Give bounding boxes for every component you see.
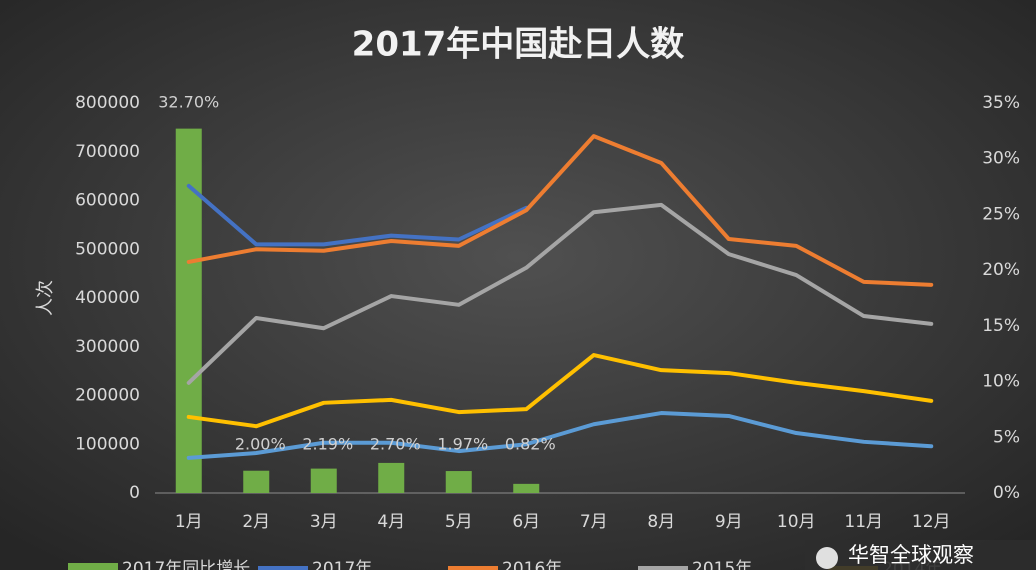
bar	[243, 470, 270, 493]
y-axis-label: 人次	[35, 280, 56, 316]
chart-title: 2017年中国赴日人数	[352, 25, 685, 65]
y2-tick-label: 35%	[982, 93, 1020, 113]
data-label: 1.97%	[437, 435, 488, 454]
bar	[175, 128, 202, 493]
y2-tick-label: 10%	[982, 372, 1020, 392]
legend-label: 2016年	[502, 559, 562, 570]
y-tick-label: 100000	[75, 434, 140, 454]
line-series	[186, 202, 934, 385]
data-label: 0.82%	[505, 435, 556, 454]
legend-swatch	[258, 566, 308, 570]
y-tick-label: 600000	[75, 191, 140, 211]
bar	[378, 462, 405, 493]
y-tick-label: 300000	[75, 337, 140, 357]
x-tick-label: 2月	[242, 512, 270, 532]
x-tick-label: 4月	[377, 512, 405, 532]
y-tick-label: 500000	[75, 239, 140, 259]
x-tick-label: 6月	[512, 512, 540, 532]
x-tick-label: 10月	[777, 512, 816, 532]
x-tick-label: 1月	[175, 512, 203, 532]
x-tick-label: 7月	[580, 512, 608, 532]
data-label: 32.70%	[158, 93, 219, 112]
y2-tick-label: 30%	[982, 149, 1020, 169]
y2-tick-label: 15%	[982, 316, 1020, 336]
data-label: 2.19%	[302, 435, 353, 454]
x-tick-label: 8月	[647, 512, 675, 532]
bar	[310, 468, 337, 493]
line-series	[186, 134, 934, 287]
x-tick-label: 5月	[445, 512, 473, 532]
x-tick-label: 12月	[912, 512, 951, 532]
bar	[445, 471, 472, 493]
data-label: 2.00%	[235, 435, 286, 454]
data-label: 2.70%	[370, 434, 421, 453]
watermark-bg	[805, 540, 1036, 570]
y-tick-label: 700000	[75, 142, 140, 162]
watermark: 华智全球观察	[848, 543, 974, 567]
legend-swatch	[448, 566, 498, 570]
y2-tick-label: 5%	[993, 427, 1020, 447]
line-series	[186, 183, 529, 247]
legend-swatch	[68, 563, 118, 570]
y-tick-label: 0	[129, 483, 140, 503]
y-tick-label: 400000	[75, 288, 140, 308]
x-tick-label: 11月	[844, 512, 883, 532]
y2-tick-label: 25%	[982, 204, 1020, 224]
watermark-icon	[816, 547, 838, 569]
legend-label: 2017年	[312, 559, 372, 570]
legend-label: 2017年同比增长	[122, 559, 250, 570]
bar	[513, 483, 540, 493]
line-series	[186, 411, 934, 460]
y-tick-label: 200000	[75, 386, 140, 406]
legend-label: 2015年	[692, 559, 752, 570]
x-tick-label: 3月	[310, 512, 338, 532]
x-tick-label: 9月	[715, 512, 743, 532]
y2-tick-label: 0%	[993, 483, 1020, 503]
y-tick-label: 800000	[75, 93, 140, 113]
line-series	[186, 353, 934, 429]
legend-swatch	[638, 566, 688, 570]
y2-tick-label: 20%	[982, 260, 1020, 280]
